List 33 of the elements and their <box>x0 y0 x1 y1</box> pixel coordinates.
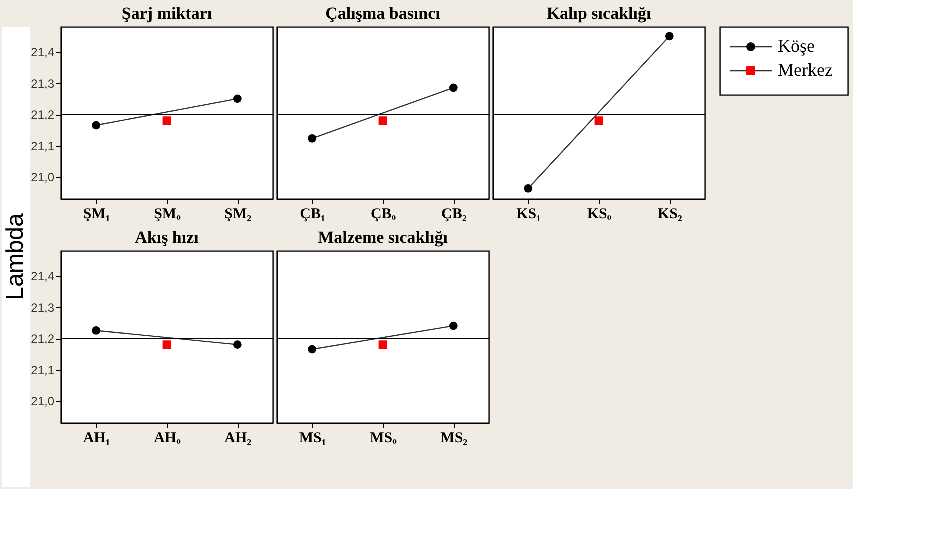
x-tick-label: ŞM₁ <box>83 206 110 222</box>
chart-title: Akış hızı <box>135 228 200 247</box>
y-tick-label: 21,0 <box>31 170 55 185</box>
x-tick-label: ŞMₒ <box>154 206 182 222</box>
y-axis-title: Lambda <box>2 212 29 300</box>
y-tick-label: 21,2 <box>31 108 55 122</box>
chart-title: Kalıp sıcaklığı <box>546 4 652 23</box>
legend-label: Köşe <box>778 36 816 56</box>
y-tick-label: 21,4 <box>31 46 55 60</box>
y-tick-label: 21,1 <box>31 363 55 378</box>
x-tick-label: MS₁ <box>299 430 326 446</box>
chart-title: Çalışma basıncı <box>326 4 441 23</box>
y-tick-label: 21,3 <box>31 300 55 315</box>
y-tick-label: 21,0 <box>31 394 55 409</box>
y-tick-label: 21,3 <box>31 76 55 91</box>
chart-title: Malzeme sıcaklığı <box>318 228 448 247</box>
x-tick-label: KSₒ <box>587 206 612 222</box>
x-tick-label: ÇB₂ <box>441 206 468 222</box>
x-tick-label: AHₒ <box>154 430 182 446</box>
x-tick-label: ÇB₁ <box>300 206 326 222</box>
x-tick-label: KS₁ <box>516 206 542 222</box>
y-tick-label: 21,2 <box>31 332 55 346</box>
y-tick-label: 21,4 <box>31 270 55 284</box>
x-tick-label: MSₒ <box>370 430 398 446</box>
chart-title: Şarj miktarı <box>122 4 212 23</box>
x-tick-label: AH₁ <box>83 430 110 446</box>
legend-label: Merkez <box>778 60 833 80</box>
x-tick-label: ÇBₒ <box>370 206 397 222</box>
x-tick-label: AH₂ <box>224 430 252 446</box>
x-tick-label: ŞM₂ <box>224 206 252 222</box>
y-tick-label: 21,1 <box>31 139 55 154</box>
x-tick-label: KS₂ <box>658 206 683 222</box>
x-tick-label: MS₂ <box>440 430 468 446</box>
